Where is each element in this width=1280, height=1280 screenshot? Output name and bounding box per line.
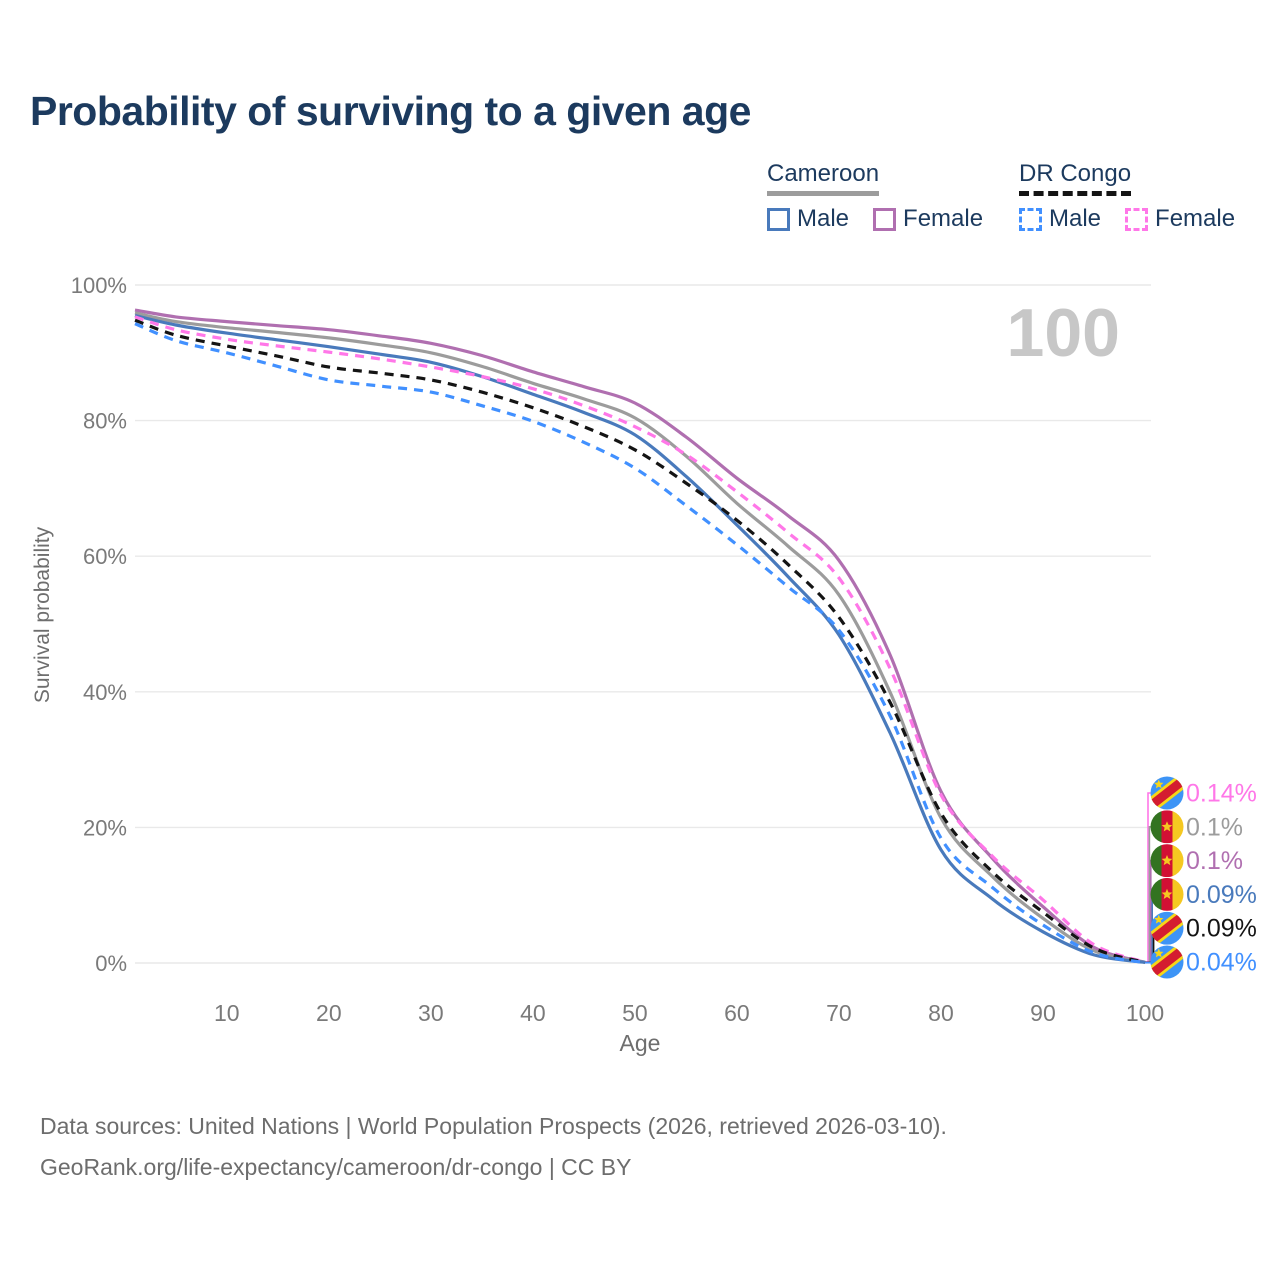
cameroon-female-swatch-icon <box>873 207 897 231</box>
age-watermark: 100 <box>1006 295 1120 371</box>
end-label-value: 0.04% <box>1186 949 1257 977</box>
end-label-value: 0.14% <box>1186 780 1257 808</box>
gridlines: 100% 80% 60% 40% 20% 0% <box>71 273 1151 976</box>
x-axis-title: Age <box>620 1030 661 1056</box>
end-label-cameroon-both-sexes: 0.1% <box>1150 810 1243 844</box>
series-line-cameroon-both-sexes <box>134 311 1146 964</box>
legend-label: Male <box>1049 205 1102 232</box>
y-tick-label: 60% <box>83 544 127 569</box>
series-line-cameroon-male <box>134 313 1146 964</box>
end-label-cameroon-male: 0.09% <box>1150 877 1257 911</box>
end-label-cameroon-female: 0.1% <box>1150 844 1243 878</box>
x-tick-label: 90 <box>1030 1000 1056 1026</box>
x-tick-label: 10 <box>214 1000 240 1026</box>
legend-row-dr-congo: Male Female <box>1019 205 1235 233</box>
legend-group-dr-congo: DR Congo Male Female <box>1019 160 1235 233</box>
end-label-value: 0.1% <box>1186 813 1243 841</box>
legend-item-cameroon-female[interactable]: Female <box>873 205 983 233</box>
end-label-dr-congo-female: 0.14% <box>1150 776 1257 810</box>
cameroon-flag-icon <box>1150 877 1184 911</box>
end-label-dr-congo-male: 0.04% <box>1150 945 1257 979</box>
legend-item-cameroon-male[interactable]: Male <box>767 205 849 233</box>
end-label-value: 0.09% <box>1186 881 1257 909</box>
cameroon-male-swatch-icon <box>767 207 790 231</box>
x-tick-label: 80 <box>928 1000 954 1026</box>
legend-label: Female <box>903 205 984 232</box>
series-curves <box>134 308 1146 965</box>
end-label-dr-congo-both-sexes: 0.09% <box>1150 911 1257 945</box>
legend-item-dr-congo-female[interactable]: Female <box>1125 205 1235 233</box>
y-axis-title: Survival probability <box>31 526 54 704</box>
legend-row-cameroon: Male Female <box>767 205 983 233</box>
legend-header-dr-congo[interactable]: DR Congo <box>1019 160 1132 196</box>
series-line-dr-congo-both-sexes <box>134 318 1146 964</box>
y-tick-label: 20% <box>83 815 127 840</box>
series-line-dr-congo-female <box>134 315 1146 964</box>
x-tick-label: 100 <box>1126 1000 1164 1026</box>
end-label-value: 0.09% <box>1186 915 1257 943</box>
cameroon-flag-icon <box>1150 844 1184 878</box>
page-title: Probability of surviving to a given age <box>30 88 751 134</box>
dr-congo-male-swatch-icon <box>1019 207 1042 231</box>
dr-congo-female-swatch-icon <box>1125 207 1149 231</box>
y-tick-label: 0% <box>95 951 127 976</box>
legend-label: Female <box>1155 205 1236 232</box>
cameroon-flag-icon <box>1150 810 1184 844</box>
attribution-line: GeoRank.org/life-expectancy/cameroon/dr-… <box>40 1154 632 1180</box>
footer: Data sources: United Nations | World Pop… <box>40 1106 947 1188</box>
end-label-value: 0.1% <box>1186 847 1243 875</box>
end-labels: 0.14% 0.1% 0.1% 0.09% 0.09% 0.04% <box>1145 776 1257 979</box>
legend-label: Male <box>797 205 850 232</box>
y-tick-label: 80% <box>83 409 127 434</box>
chart-legend: Cameroon Male Female DR Congo Male <box>0 160 1280 240</box>
series-line-dr-congo-male <box>134 322 1146 965</box>
y-tick-label: 40% <box>83 680 127 705</box>
x-tick-label: 20 <box>316 1000 342 1026</box>
data-sources-line: Data sources: United Nations | World Pop… <box>40 1113 947 1139</box>
series-line-cameroon-female <box>134 308 1146 964</box>
x-tick-label: 40 <box>520 1000 546 1026</box>
x-tick-label: 50 <box>622 1000 648 1026</box>
x-tick-label: 70 <box>826 1000 852 1026</box>
x-axis: 10 20 30 40 50 60 70 80 90 100 Age <box>214 1000 1164 1056</box>
y-tick-label: 100% <box>71 273 127 298</box>
x-tick-label: 60 <box>724 1000 750 1026</box>
x-tick-label: 30 <box>418 1000 444 1026</box>
legend-header-cameroon[interactable]: Cameroon <box>767 160 880 196</box>
legend-item-dr-congo-male[interactable]: Male <box>1019 205 1101 233</box>
legend-group-cameroon: Cameroon Male Female <box>767 160 983 233</box>
